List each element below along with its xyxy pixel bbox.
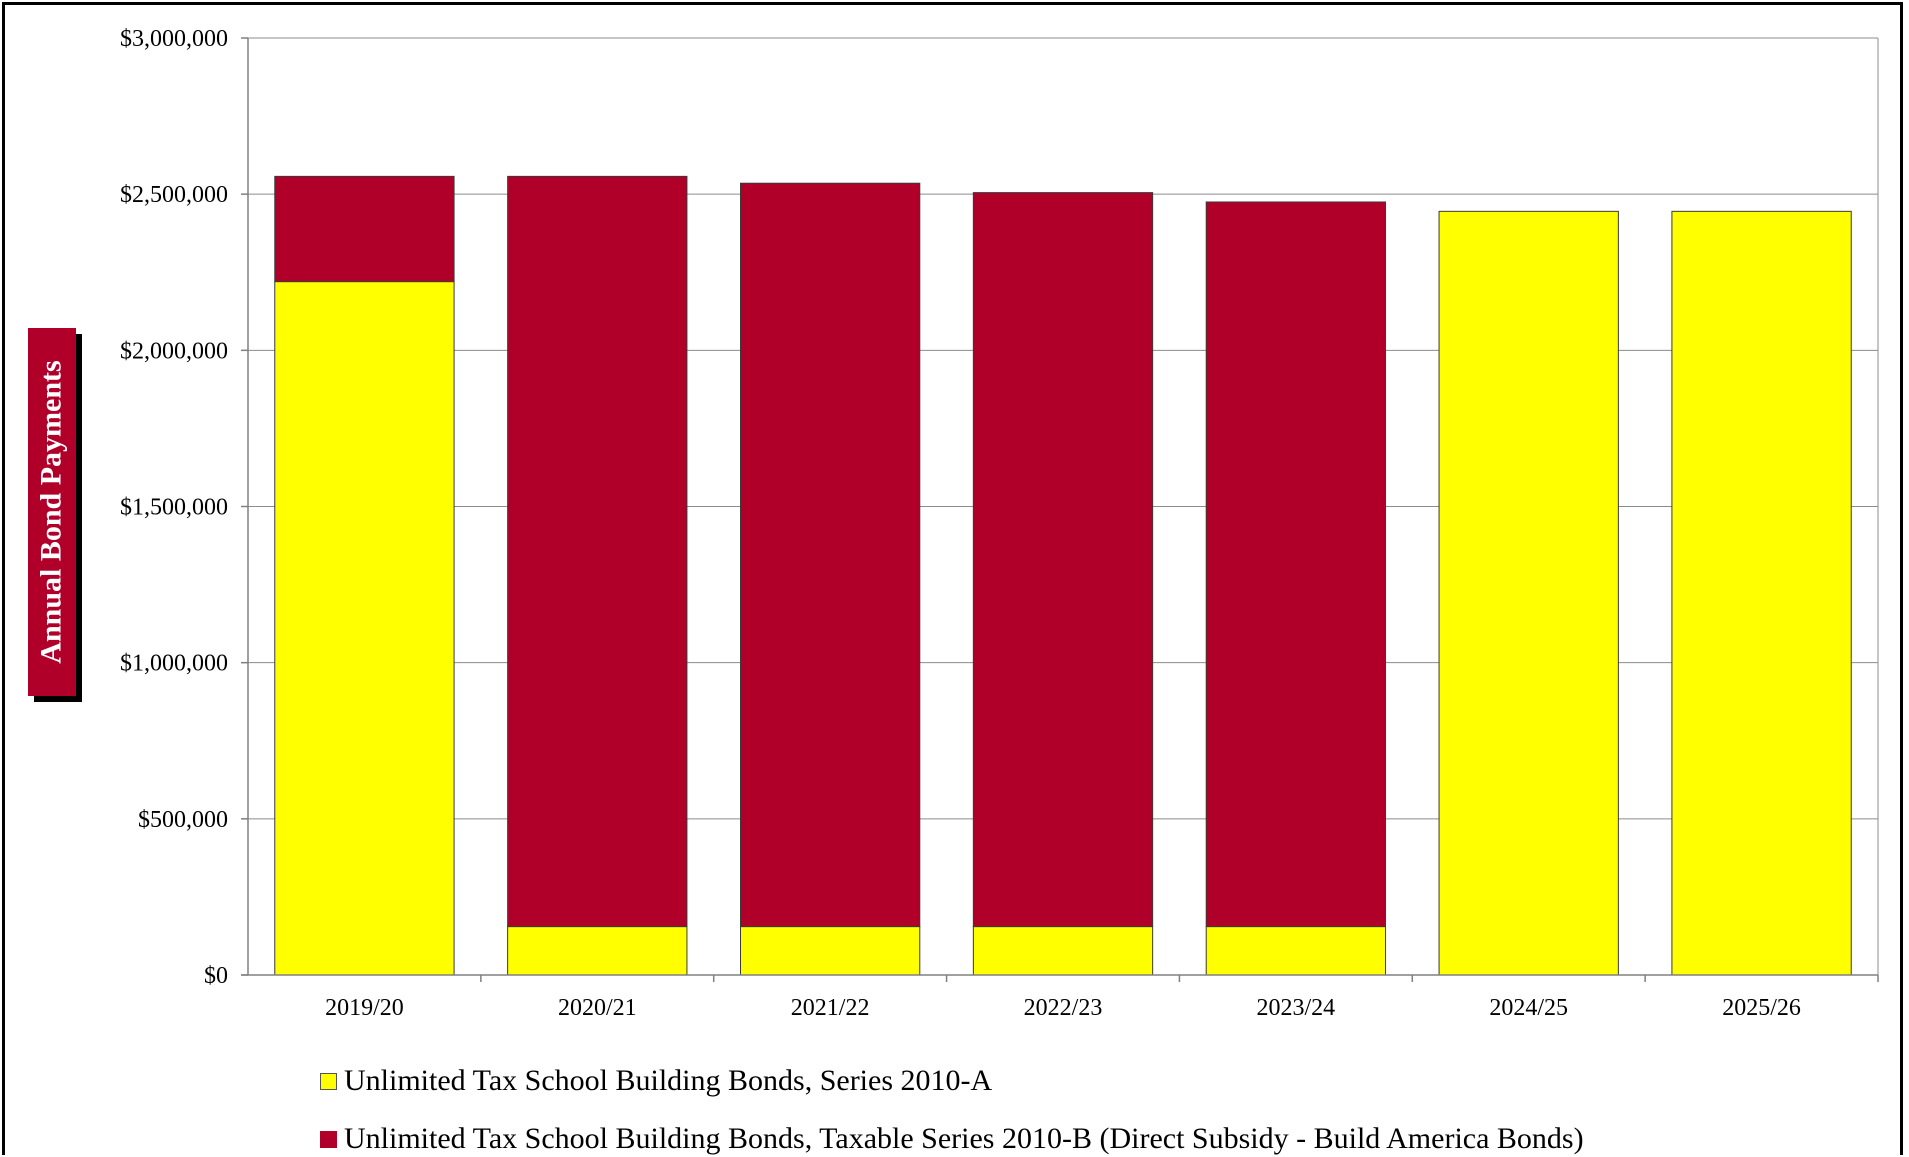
y-tick-label: $3,000,000 <box>120 26 228 52</box>
tick-labels: $0 $500,000 $1,000,000 $1,500,000 $2,000,000… <box>120 26 1801 1021</box>
x-tick-label: 2021/22 <box>791 995 870 1021</box>
bar-segment-series-a <box>274 281 455 976</box>
bar-segment-series-a <box>507 926 688 976</box>
y-tick-label: $0 <box>204 963 228 989</box>
y-tick-label: $1,000,000 <box>120 651 228 677</box>
bar-segment-series-b <box>507 175 688 928</box>
y-axis-label-box: Annual Bond Payments <box>28 328 76 696</box>
bar-segment-series-a <box>972 926 1154 976</box>
x-tick-label: 2024/25 <box>1489 995 1568 1021</box>
bar-segment-series-b <box>1205 201 1387 928</box>
legend-item-series-a: Unlimited Tax School Building Bonds, Ser… <box>320 1064 992 1098</box>
x-tick-label: 2020/21 <box>558 995 637 1021</box>
y-tick-label: $2,000,000 <box>120 338 228 364</box>
bar-segment-series-b <box>274 175 455 283</box>
bar-segment-series-a <box>1205 926 1387 976</box>
legend-item-series-b: Unlimited Tax School Building Bonds, Tax… <box>320 1122 1584 1156</box>
legend-label-series-a: Unlimited Tax School Building Bonds, Ser… <box>344 1064 993 1097</box>
y-tick-label: $1,500,000 <box>120 495 228 521</box>
x-tick-label: 2019/20 <box>325 995 404 1021</box>
bar-segment-series-b <box>972 192 1154 928</box>
bar-segment-series-a <box>1438 210 1619 976</box>
legend-swatch-series-b <box>320 1130 337 1148</box>
y-tick-label: $500,000 <box>138 807 228 833</box>
legend-label-series-b: Unlimited Tax School Building Bonds, Tax… <box>344 1122 1584 1155</box>
bar-segment-series-a <box>739 926 921 976</box>
y-axis-label: Annual Bond Payments <box>35 360 69 664</box>
bar-segment-series-a <box>1671 210 1852 976</box>
bars <box>274 175 1852 976</box>
y-tick-label: $2,500,000 <box>120 182 228 208</box>
x-tick-label: 2022/23 <box>1024 995 1103 1021</box>
axes <box>241 37 1879 982</box>
x-tick-label: 2025/26 <box>1722 995 1801 1021</box>
legend-swatch-series-a <box>320 1072 337 1090</box>
bar-segment-series-b <box>739 182 921 928</box>
x-tick-label: 2023/24 <box>1257 995 1336 1021</box>
